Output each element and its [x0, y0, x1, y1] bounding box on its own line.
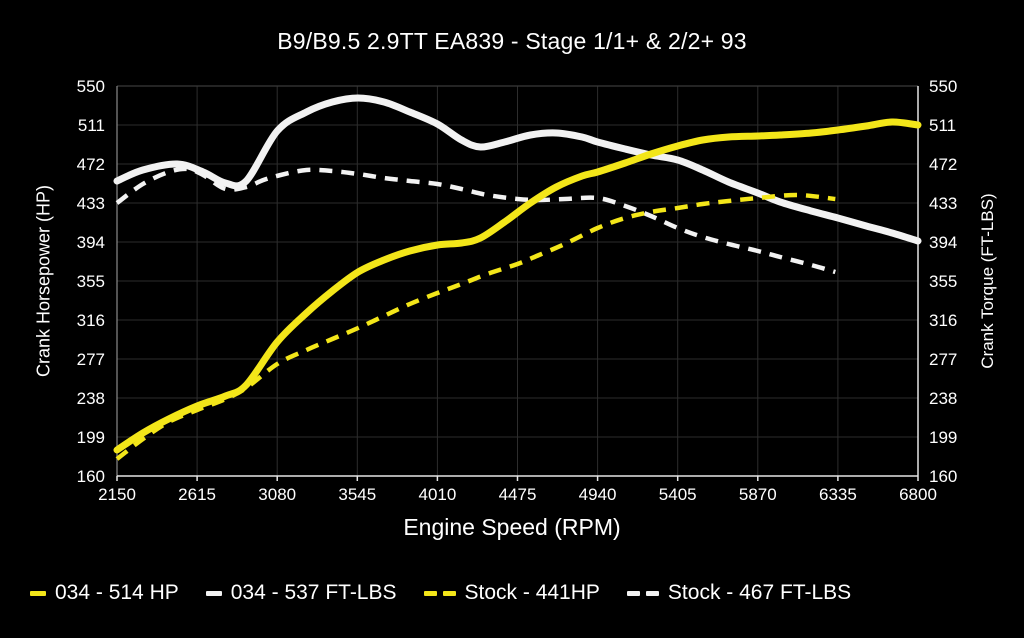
x-tick-label: 4010 — [418, 485, 456, 504]
x-tick-label: 5870 — [739, 485, 777, 504]
legend-dash — [423, 590, 437, 596]
chart-title: B9/B9.5 2.9TT EA839 - Stage 1/1+ & 2/2+ … — [277, 28, 747, 54]
left-tick-label: 472 — [77, 155, 105, 174]
right-tick-label: 472 — [929, 155, 957, 174]
x-tick-label: 2615 — [178, 485, 216, 504]
right-axis-title: Crank Torque (FT-LBS) — [978, 193, 997, 369]
plot-area: 160 160 199 199 238 238 277 277 316 316 355 355 394 3… — [77, 77, 958, 504]
legend-label-stock-hp: Stock - 441HP — [464, 581, 600, 604]
x-axis-title: Engine Speed (RPM) — [403, 514, 621, 540]
legend-label-034-hp: 034 - 514 HP — [55, 581, 179, 604]
right-tick-label: 238 — [929, 389, 957, 408]
legend-item-stock-hp: Stock - 441HP — [423, 581, 600, 605]
x-tick-label: 4940 — [579, 485, 617, 504]
legend-marker-034-hp — [30, 590, 46, 596]
legend-marker-stock-ftlbs — [626, 590, 659, 596]
x-tick-label: 6800 — [899, 485, 937, 504]
left-tick-label: 277 — [77, 350, 105, 369]
left-tick-label: 550 — [77, 77, 105, 96]
legend-dash — [30, 590, 46, 596]
series-034-514-hp — [113, 118, 922, 454]
left-tick-label: 316 — [77, 311, 105, 330]
left-axis-title: Crank Horsepower (HP) — [33, 184, 54, 378]
right-tick-label: 316 — [929, 311, 957, 330]
legend-item-034-hp: 034 - 514 HP — [30, 581, 179, 605]
series-034-537-ft-lbs — [113, 94, 922, 245]
series-stock-467-ft-lbs — [115, 166, 836, 275]
legend-label-034-ftlbs: 034 - 537 FT-LBS — [230, 581, 397, 604]
left-tick-label: 394 — [77, 233, 105, 252]
x-tick-label: 2150 — [98, 485, 136, 504]
left-tick-label: 238 — [77, 389, 105, 408]
left-tick-label: 355 — [77, 272, 105, 291]
legend-marker-034-ftlbs — [205, 590, 222, 596]
x-tick-label: 4475 — [499, 485, 537, 504]
x-tick-label: 3545 — [338, 485, 376, 504]
legend-dash — [442, 590, 456, 596]
left-tick-label: 160 — [77, 467, 105, 486]
right-tick-label: 511 — [929, 116, 956, 135]
series-stock-441hp — [115, 192, 836, 461]
right-tick-label: 199 — [929, 428, 957, 447]
right-tick-label: 277 — [929, 350, 957, 369]
legend-dash — [205, 590, 222, 596]
x-tick-label: 6335 — [819, 485, 857, 504]
legend-marker-stock-hp — [423, 590, 456, 596]
legend: 034 - 514 HP 034 - 537 FT-LBS Stock - 44… — [30, 578, 1000, 608]
left-tick-label: 511 — [78, 116, 105, 135]
right-tick-label: 160 — [929, 467, 957, 486]
legend-dash — [626, 590, 640, 596]
legend-item-034-ftlbs: 034 - 537 FT-LBS — [205, 581, 397, 605]
legend-dash — [645, 590, 659, 596]
right-tick-label: 433 — [929, 194, 957, 213]
legend-label-stock-ftlbs: Stock - 467 FT-LBS — [667, 581, 852, 604]
x-tick-label: 5405 — [659, 485, 697, 504]
right-tick-label: 355 — [929, 272, 957, 291]
left-tick-label: 433 — [77, 194, 105, 213]
left-tick-label: 199 — [77, 428, 105, 447]
right-tick-label: 394 — [929, 233, 957, 252]
right-tick-label: 550 — [929, 77, 957, 96]
x-tick-label: 3080 — [258, 485, 296, 504]
legend-item-stock-ftlbs: Stock - 467 FT-LBS — [626, 581, 852, 605]
